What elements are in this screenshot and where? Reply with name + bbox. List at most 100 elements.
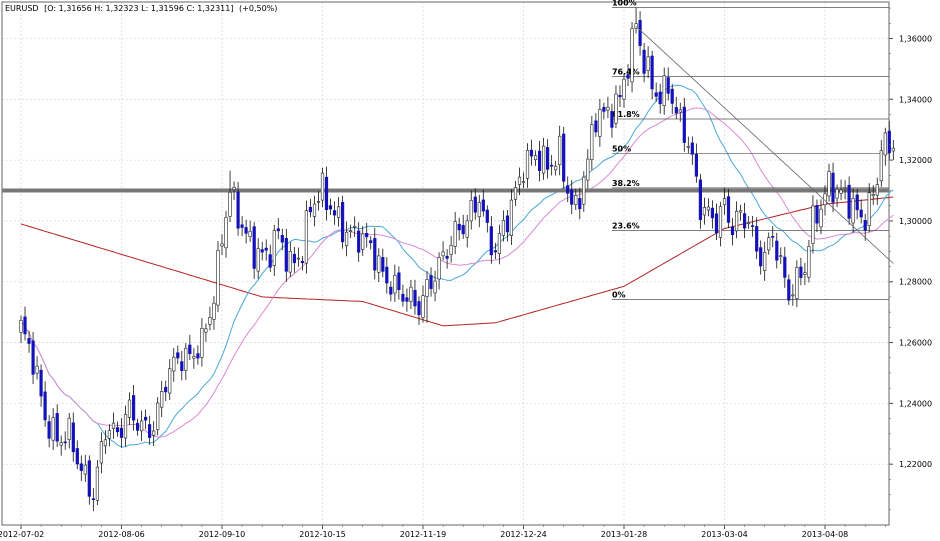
candle-body [71, 422, 75, 453]
candle-body [706, 206, 710, 211]
grid [2, 2, 889, 525]
candle-body [123, 414, 128, 439]
candle-body [23, 316, 27, 335]
candle-body [336, 206, 341, 218]
candle-body [284, 238, 288, 272]
candle-body [730, 226, 735, 236]
x-axis: 2012-07-02 2012-08-06 2012-09-10 2012-10-15… [0, 525, 886, 539]
candle-body [445, 255, 449, 259]
candle-body [610, 111, 614, 128]
candle-body [381, 257, 385, 272]
fib-level-label: 61.8% [612, 110, 640, 119]
fib-level-label: 38.2% [612, 179, 640, 188]
candle-body [718, 206, 723, 238]
x-tick-label: 2012-09-10 [199, 530, 246, 539]
candle-body [726, 196, 731, 223]
candle-body [618, 95, 622, 98]
candle-body [787, 279, 791, 301]
candle-body [501, 220, 506, 236]
x-tick-label: 2012-07-02 [0, 530, 44, 539]
candle-body [630, 28, 634, 83]
x-tick-label: 2013-03-04 [701, 530, 748, 539]
candle-body [694, 153, 698, 177]
candle-body [59, 442, 63, 446]
candle-body [288, 251, 292, 273]
candle-body [650, 55, 654, 90]
candle-body [111, 422, 116, 429]
candle-body [558, 135, 562, 165]
candle-body [674, 107, 678, 114]
candle-body [871, 194, 875, 196]
candle-body [232, 187, 236, 190]
candle-body [803, 272, 807, 275]
candle-body [497, 233, 502, 255]
ma-30-line [20, 107, 894, 438]
symbol-label: EURUSD [5, 4, 39, 13]
candle-body [453, 221, 457, 247]
candle-body [441, 251, 445, 257]
candle-body [750, 225, 755, 227]
candle-body [160, 390, 164, 408]
candle-body [328, 205, 333, 210]
candle-body [369, 240, 373, 244]
candle-body [714, 213, 719, 234]
x-tick-label: 2013-01-28 [601, 530, 648, 539]
candle-body [513, 187, 518, 200]
candle-body [79, 463, 83, 471]
candle-body [529, 149, 534, 157]
candle-body [481, 199, 485, 212]
candle-body [887, 130, 891, 154]
candle-body [783, 256, 787, 278]
candle-body [144, 416, 148, 421]
candle-body [614, 93, 618, 124]
candle-body [626, 74, 630, 79]
candle-body [115, 427, 120, 433]
change-readout: (+0,50%) [239, 4, 277, 13]
candle-body [103, 439, 107, 447]
candle-body [815, 205, 819, 224]
candle-body [236, 191, 240, 229]
candle-body [405, 297, 409, 302]
candle-body [373, 238, 377, 271]
candle-body [244, 227, 248, 234]
candle-body [240, 224, 244, 228]
y-tick-label: 1,36000 [899, 34, 932, 43]
candle-body [586, 158, 590, 181]
candle-body [827, 171, 831, 197]
candle-body [292, 253, 297, 264]
candle-body [525, 150, 530, 179]
fib-level-label: 23.6% [612, 221, 640, 230]
candle-body [348, 230, 353, 232]
candle-body [365, 233, 369, 238]
candle-body [775, 240, 779, 261]
x-tick-label: 2013-04-08 [802, 530, 849, 539]
candle-body [682, 106, 686, 143]
candle-body [67, 417, 71, 440]
candle-body [340, 202, 345, 243]
candle-body [168, 368, 172, 394]
candle-body [642, 49, 646, 74]
chart-title: EURUSD [O: 1,31656 H: 1,32323 L: 1,31596… [5, 4, 277, 13]
candle-body [99, 441, 103, 464]
candle-body [549, 164, 554, 167]
candle-body [791, 294, 795, 297]
y-tick-label: 1,34000 [899, 95, 932, 104]
candle-body [879, 150, 883, 182]
candle-body [425, 279, 429, 297]
candle-body [184, 347, 188, 371]
candle-body [755, 226, 759, 252]
candle-body [312, 203, 317, 217]
candle-body [248, 230, 252, 237]
y-tick-label: 1,30000 [899, 217, 932, 226]
candle-body [469, 200, 473, 222]
candle-body [51, 417, 55, 441]
candle-body [429, 275, 433, 289]
candle-body [485, 209, 489, 223]
candle-body [554, 165, 558, 171]
candle-body [779, 255, 783, 257]
candle-body [164, 386, 168, 393]
candle-body [91, 498, 95, 501]
candle-body [759, 247, 763, 267]
candle-body [851, 198, 855, 224]
candle-body [771, 236, 775, 238]
